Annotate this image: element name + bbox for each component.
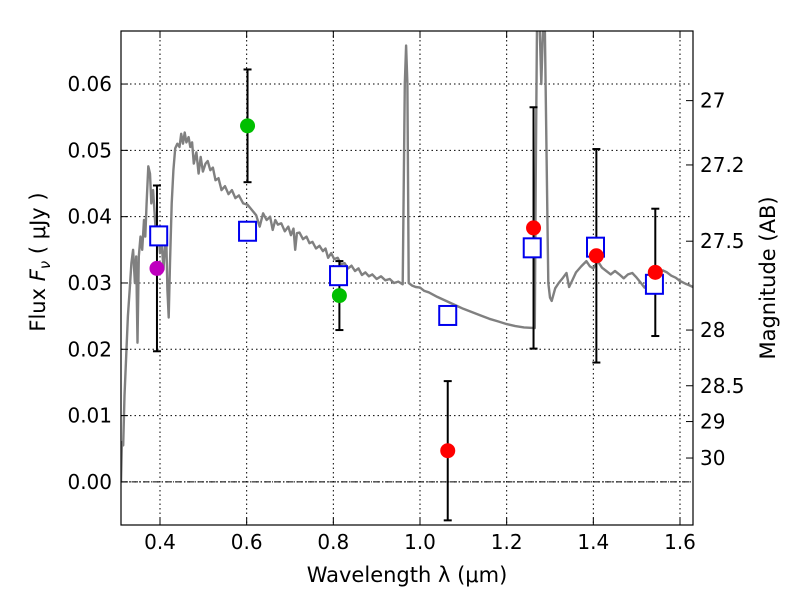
mag-tick-label: 27.5 bbox=[700, 229, 745, 253]
observed-point bbox=[240, 118, 256, 134]
mag-tick-label: 30 bbox=[700, 446, 725, 470]
x-axis-title: Wavelength λ (μm) bbox=[307, 563, 508, 587]
x-tick-label: 1.6 bbox=[664, 530, 696, 554]
grid bbox=[121, 31, 693, 525]
y-axis-title: Flux Fν ( μJy ) bbox=[26, 192, 54, 331]
x-tick-label: 1.4 bbox=[577, 530, 609, 554]
model-point bbox=[149, 225, 169, 247]
observed-flux-markers bbox=[149, 118, 663, 459]
x-tick-label: 0.6 bbox=[231, 530, 263, 554]
observed-point bbox=[331, 288, 347, 304]
mag-tick-label: 27 bbox=[700, 89, 725, 113]
model-point bbox=[238, 220, 258, 242]
observed-point bbox=[588, 248, 604, 264]
observed-point bbox=[149, 260, 165, 276]
y-tick-label: 0.05 bbox=[67, 138, 112, 162]
observed-point bbox=[526, 220, 542, 236]
mag-tick-label: 28 bbox=[700, 318, 725, 342]
mag-tick-label: 28.5 bbox=[700, 374, 745, 398]
y-tick-label: 0.03 bbox=[67, 271, 112, 295]
y-tick-label: 0.00 bbox=[67, 470, 112, 494]
model-point bbox=[329, 265, 349, 287]
mag-tick-label: 27.2 bbox=[700, 153, 745, 177]
model-point bbox=[438, 304, 458, 326]
x-tick-label: 0.8 bbox=[317, 530, 349, 554]
mag-tick-label: 29 bbox=[700, 410, 725, 434]
y-tick-label: 0.01 bbox=[67, 404, 112, 428]
x-tick-label: 0.4 bbox=[144, 530, 176, 554]
axes: 0.4 0.6 0.8 1.0 1.2 1.4 1.6 0.00 0.01 0.02 0.03 0.0… bbox=[67, 30, 745, 554]
y-tick-label: 0.04 bbox=[67, 205, 112, 229]
x-tick-label: 1.0 bbox=[404, 530, 436, 554]
y-tick-label: 0.06 bbox=[67, 72, 112, 96]
y-axis-title-symbol: F bbox=[26, 268, 50, 281]
y-axis-title-suffix: ( μJy ) bbox=[26, 192, 50, 260]
y-axis-title-prefix: Flux bbox=[26, 281, 50, 331]
model-point bbox=[522, 237, 542, 259]
y-tick-label: 0.02 bbox=[67, 337, 112, 361]
observed-point bbox=[440, 443, 456, 459]
x-tick-label: 1.2 bbox=[491, 530, 523, 554]
right-axis-title: Magnitude (AB) bbox=[756, 196, 780, 359]
observed-point bbox=[647, 264, 663, 280]
plot-frame bbox=[120, 30, 694, 526]
y-axis-title-subscript: ν bbox=[36, 261, 54, 269]
